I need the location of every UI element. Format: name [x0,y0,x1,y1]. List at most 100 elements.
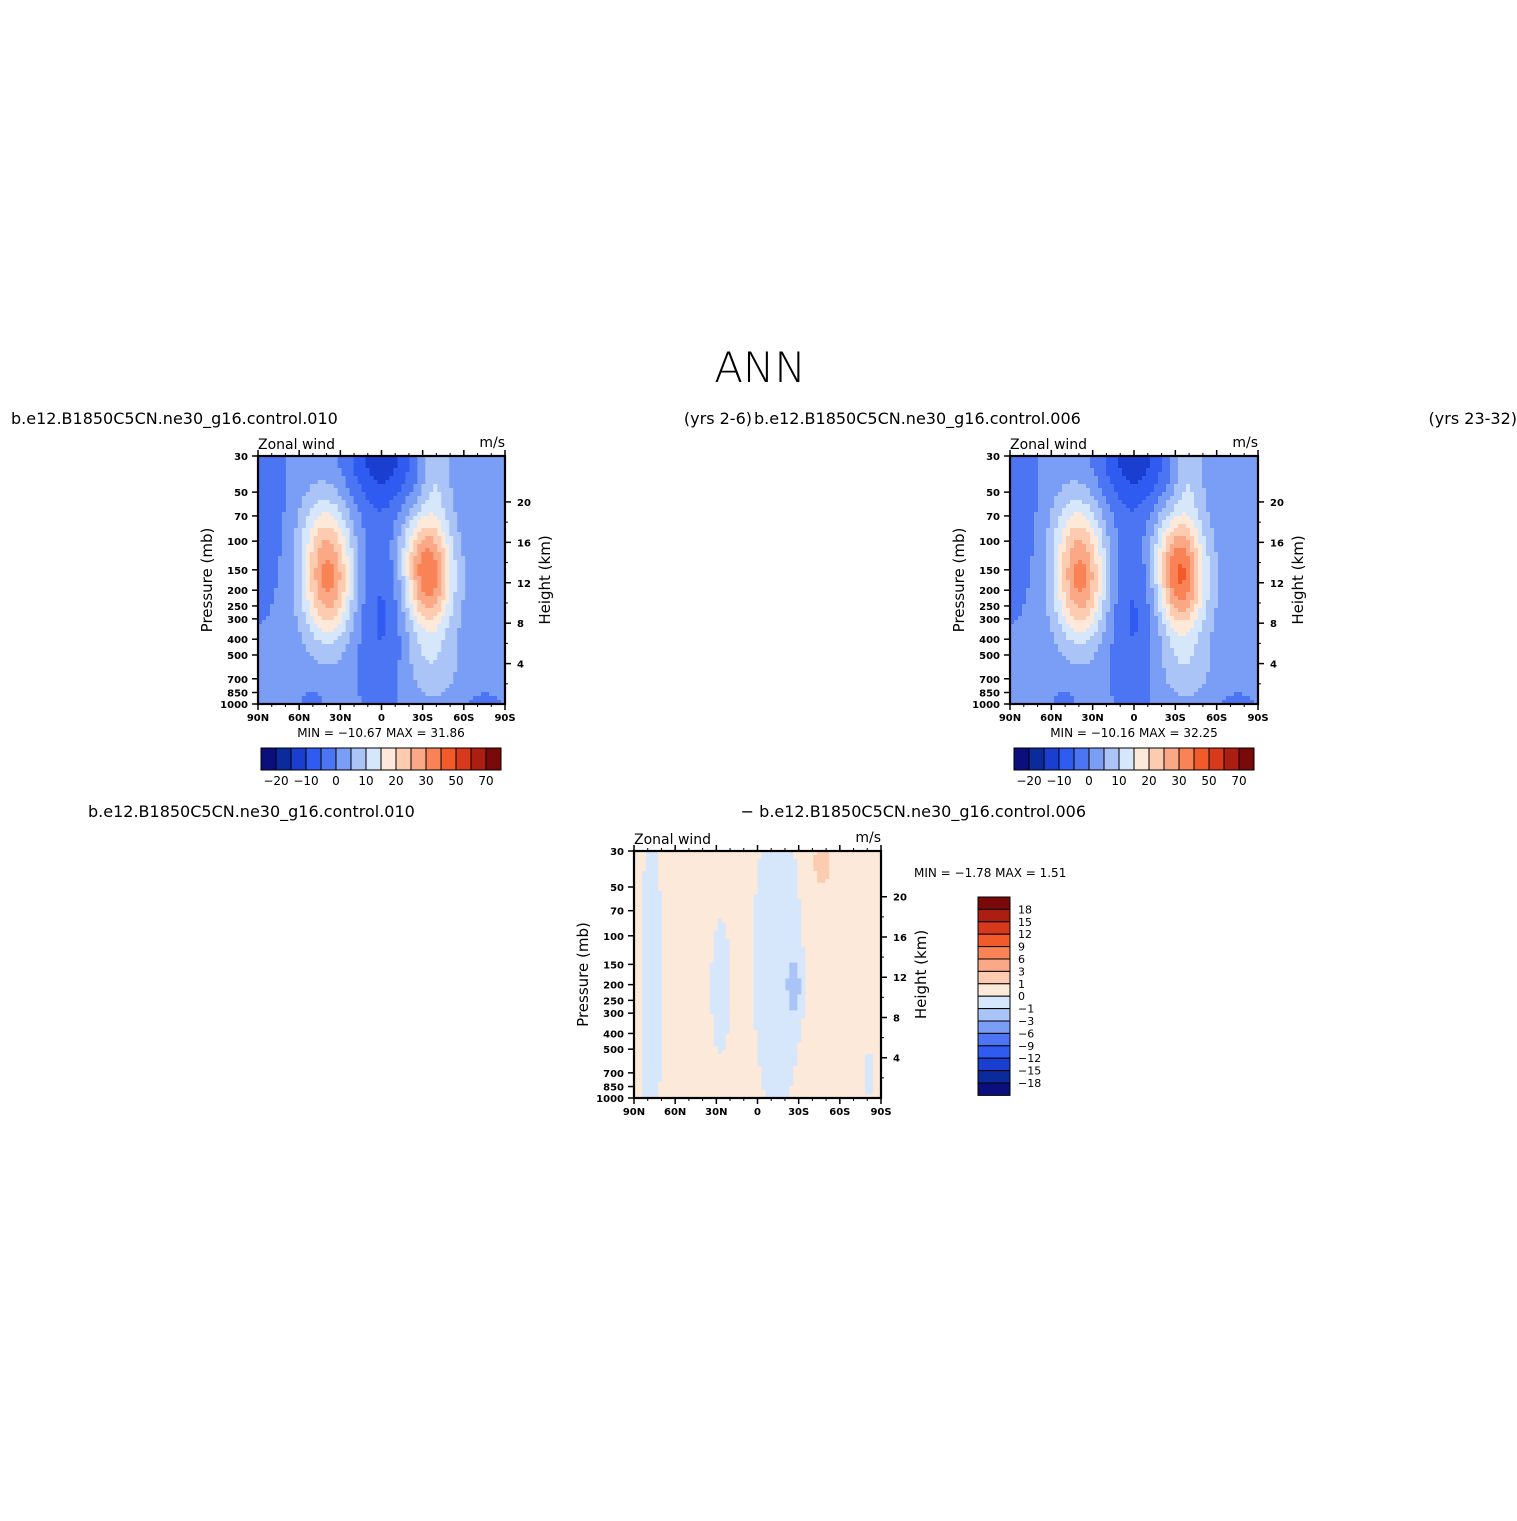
contour-cell [326,524,331,529]
contour-cell [1046,500,1051,505]
contour-cell [429,612,434,617]
contour-cell [469,492,474,497]
contour-cell [354,688,359,693]
contour-cell [326,528,331,533]
contour-cell [489,544,494,549]
contour-cell [1030,492,1035,497]
contour-cell [497,664,502,669]
contour-cell [374,664,379,669]
contour-cell [278,492,283,497]
contour-cell [298,648,303,653]
contour-cell [342,636,347,641]
contour-cell [457,500,462,505]
contour-cell [1110,496,1115,501]
contour-cell [1102,464,1107,469]
contour-cell [342,584,347,589]
panel2-contour-field [1010,456,1259,705]
panel-1: 3050701001502002503004005007008501000481… [198,435,554,788]
contour-cell [1086,480,1091,485]
contour-cell [342,476,347,481]
contour-cell [473,612,478,617]
contour-cell [425,512,430,517]
contour-cell [393,672,398,677]
contour-cell [1182,496,1187,501]
contour-cell [405,576,410,581]
contour-cell [382,656,387,661]
contour-cell [449,464,454,469]
contour-cell [354,628,359,633]
contour-cell [481,568,486,573]
contour-cell [449,556,454,561]
contour-cell [401,464,406,469]
contour-cell [326,636,331,641]
contour-cell [497,688,502,693]
contour-cell [433,640,438,645]
contour-cell [326,688,331,693]
contour-cell [334,672,339,677]
contour-cell [1186,468,1191,473]
contour-cell [374,592,379,597]
contour-cell [473,472,478,477]
contour-cell [1078,516,1083,521]
contour-cell [294,552,299,557]
contour-cell [397,568,402,573]
contour-cell [274,508,279,513]
contour-cell [1022,460,1027,465]
contour-cell [1138,516,1143,521]
contour-cell [1038,500,1043,505]
contour-cell [473,668,478,673]
contour-cell [330,472,335,477]
contour-cell [338,636,343,641]
contour-cell [393,496,398,501]
contour-cell [330,500,335,505]
contour-cell [1078,512,1083,517]
contour-cell [270,552,275,557]
contour-cell [457,552,462,557]
contour-cell [429,464,434,469]
contour-cell [362,508,367,513]
contour-cell [393,644,398,649]
contour-cell [1198,484,1203,489]
contour-cell [378,676,383,681]
contour-cell [389,616,394,621]
contour-cell [262,616,267,621]
contour-cell [1022,496,1027,501]
contour-cell [282,604,287,609]
contour-cell [1134,508,1139,513]
contour-cell [298,652,303,657]
contour-cell [409,560,414,565]
contour-cell [441,524,446,529]
contour-cell [1114,480,1119,485]
contour-cell [1062,492,1067,497]
contour-cell [401,552,406,557]
contour-cell [405,480,410,485]
contour-cell [1118,484,1123,489]
contour-cell [302,588,307,593]
contour-cell [382,660,387,665]
colorbar-box [291,748,306,770]
contour-cell [346,560,351,565]
contour-cell [457,564,462,569]
contour-cell [306,580,311,585]
contour-cell [262,608,267,613]
contour-cell [429,540,434,545]
contour-cell [310,520,315,525]
contour-cell [493,576,498,581]
contour-cell [401,516,406,521]
contour-cell [477,504,482,509]
contour-cell [461,592,466,597]
contour-cell [326,480,331,485]
contour-cell [338,580,343,585]
contour-cell [318,528,323,533]
contour-cell [397,620,402,625]
contour-cell [266,512,271,517]
contour-cell [453,584,458,589]
contour-cell [477,640,482,645]
contour-cell [421,532,426,537]
contour-cell [358,588,363,593]
contour-cell [382,544,387,549]
contour-cell [378,476,383,481]
contour-cell [417,684,422,689]
contour-cell [286,684,291,689]
contour-cell [497,532,502,537]
